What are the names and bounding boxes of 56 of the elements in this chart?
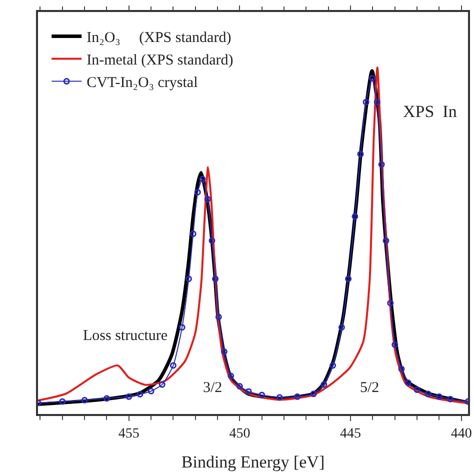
point (369, 74, 376, 82)
point (103, 395, 110, 402)
point (387, 300, 394, 306)
point (220, 348, 228, 355)
point (185, 276, 192, 282)
point (320, 381, 328, 388)
x-tick-label: 455 (118, 426, 140, 442)
point (190, 230, 196, 238)
point (345, 276, 352, 282)
point (352, 213, 358, 220)
annotation: Loss structure (83, 328, 168, 344)
legend-label: In₂O₃ (XPS standard) (86, 30, 232, 46)
point (424, 390, 432, 398)
point (170, 362, 176, 369)
point (81, 396, 88, 404)
point (126, 393, 132, 400)
annotation: 5/2 (360, 380, 380, 396)
point (158, 381, 166, 388)
legend-label: CVT-In₂O₃ crystal (86, 75, 198, 92)
point (414, 386, 420, 393)
point (194, 188, 201, 196)
annotation: 3/2 (203, 380, 222, 396)
legend-label: In-metal (XPS standard) (86, 52, 234, 69)
point (392, 341, 398, 348)
point (276, 394, 283, 401)
point (378, 161, 385, 168)
point (228, 372, 234, 380)
point (215, 314, 222, 320)
point (236, 383, 243, 390)
x-tick-label: 445 (340, 426, 362, 442)
point (357, 150, 364, 158)
point (310, 390, 317, 398)
point (212, 276, 219, 282)
point (204, 196, 211, 202)
point (362, 98, 370, 106)
point (208, 237, 216, 244)
point (404, 380, 412, 386)
point (338, 324, 345, 331)
annotation: XPS In (403, 102, 458, 121)
point (59, 398, 66, 405)
point (178, 324, 186, 331)
x-axis-title: Binding Energy [eV] (181, 452, 325, 472)
point (398, 366, 405, 372)
point (374, 98, 380, 106)
point (136, 391, 144, 398)
point (258, 392, 266, 398)
point (294, 393, 301, 400)
point (148, 388, 154, 394)
point (199, 176, 206, 182)
x-tick-label: 440 (450, 426, 472, 442)
point (330, 362, 336, 369)
point (436, 393, 442, 400)
point (382, 237, 390, 244)
point (447, 396, 454, 402)
point (245, 388, 252, 395)
x-tick-label: 450 (229, 426, 250, 442)
